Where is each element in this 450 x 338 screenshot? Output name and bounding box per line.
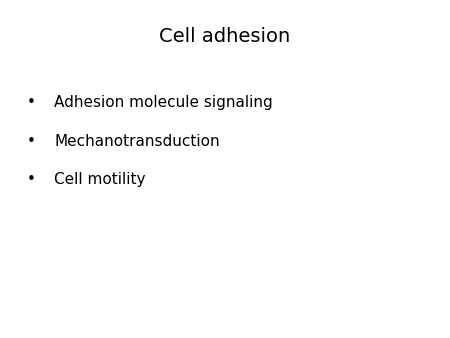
Text: •: •	[27, 172, 36, 187]
Text: •: •	[27, 95, 36, 110]
Text: •: •	[27, 134, 36, 148]
Text: Mechanotransduction: Mechanotransduction	[54, 134, 220, 148]
Text: Cell motility: Cell motility	[54, 172, 145, 187]
Text: Cell adhesion: Cell adhesion	[159, 27, 291, 46]
Text: Adhesion molecule signaling: Adhesion molecule signaling	[54, 95, 273, 110]
